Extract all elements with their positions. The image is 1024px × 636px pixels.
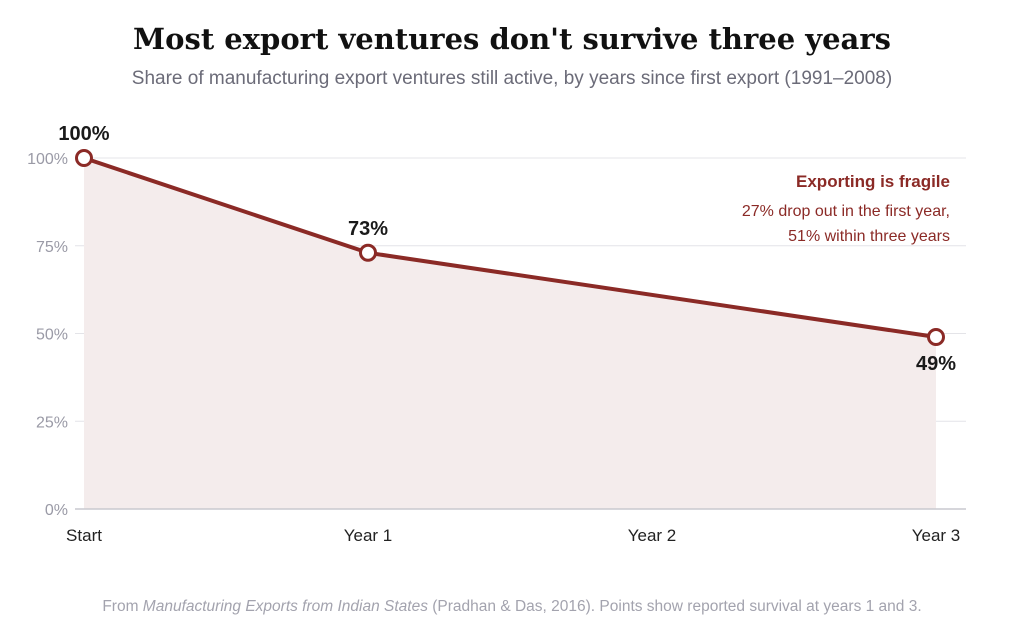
y-tick-label: 100% <box>27 151 68 168</box>
data-label: 49% <box>916 353 956 375</box>
chart-subtitle: Share of manufacturing export ventures s… <box>131 68 893 89</box>
data-point <box>359 243 377 262</box>
source-title: Manufacturing Exports from Indian States <box>142 598 428 615</box>
y-axis-ticks: 0% 25% 50% 75% 100% <box>27 151 68 519</box>
annotation-line-2: 51% within three years <box>788 228 950 245</box>
annotation-title: Exporting is fragile <box>796 172 950 191</box>
y-tick-label: 75% <box>36 239 68 256</box>
survival-chart: 0% 25% 50% 75% 100% 100% 73% 49% Start Year 1 Ye… <box>27 123 966 545</box>
chart-title: Most export ventures don't survive three… <box>133 22 891 56</box>
annotation: Exporting is fragile 27% drop out in the… <box>742 172 950 245</box>
survival-area <box>84 158 936 509</box>
source-suffix: (Pradhan & Das, 2016). Points show repor… <box>427 598 922 615</box>
data-points <box>75 149 945 347</box>
source-note: From Manufacturing Exports from Indian S… <box>0 598 1024 616</box>
annotation-line-1: 27% drop out in the first year, <box>742 203 950 220</box>
x-tick-label: Year 2 <box>628 526 677 545</box>
x-tick-label: Start <box>66 526 102 545</box>
x-axis-ticks: Start Year 1 Year 2 Year 3 <box>66 526 960 545</box>
y-tick-label: 25% <box>36 414 68 431</box>
data-label: 100% <box>58 123 109 145</box>
y-tick-label: 0% <box>45 502 68 519</box>
data-labels: 100% 73% 49% <box>58 123 956 375</box>
data-label: 73% <box>348 218 388 240</box>
source-prefix: From <box>102 598 143 615</box>
data-point <box>927 328 945 347</box>
x-tick-label: Year 3 <box>912 526 961 545</box>
data-point <box>75 149 93 167</box>
x-tick-label: Year 1 <box>344 526 393 545</box>
y-tick-label: 50% <box>36 327 68 344</box>
